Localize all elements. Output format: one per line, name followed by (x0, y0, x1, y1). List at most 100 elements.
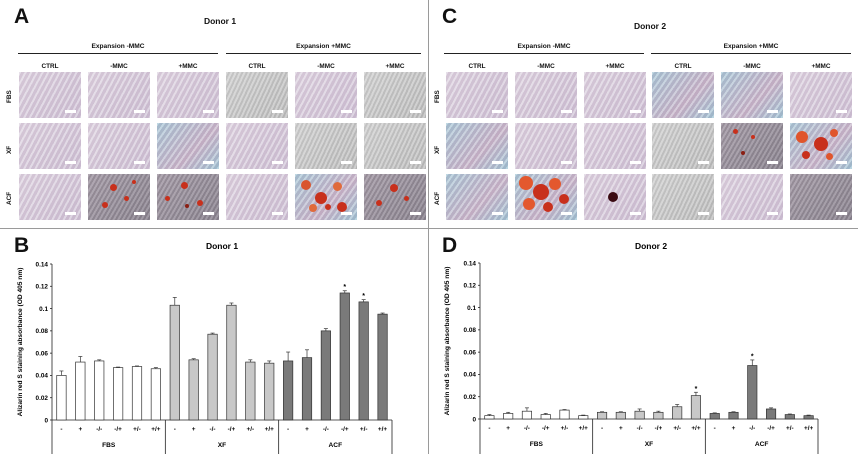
mineral-nodule (124, 196, 129, 201)
panel-letter-d: D (442, 234, 458, 257)
scale-bar (134, 110, 145, 113)
mineral-nodule (830, 129, 838, 137)
donor2-row-label-xf: XF (434, 145, 441, 154)
x-category-label: - (287, 426, 289, 433)
x-category-label: +/- (133, 426, 141, 433)
donor2-micrograph-fbs-5 (790, 72, 852, 118)
donor1-micrograph-fbs-4 (295, 72, 357, 118)
donor2-micrograph-xf-3 (652, 123, 714, 169)
x-category-label: -/+ (542, 425, 550, 432)
donor2-micrograph-fbs-3 (652, 72, 714, 118)
mineral-nodule (533, 184, 549, 200)
bar (728, 411, 739, 420)
mineral-nodule (814, 137, 828, 151)
bar (188, 359, 199, 421)
mineral-nodule (796, 131, 808, 143)
donor2-column-label-5: +MMC (811, 63, 831, 70)
scale-bar (65, 161, 76, 164)
significance-marker: * (695, 386, 698, 393)
y-tick-label: 0.1 (39, 306, 48, 313)
donor1-micrograph-xf-3 (226, 123, 288, 169)
x-category-label: +/+ (378, 426, 388, 433)
panel-c-group-left: Expansion -MMC (517, 43, 571, 50)
significance-marker: * (343, 284, 346, 291)
donor1-micrograph-acf-5 (364, 174, 426, 220)
scale-bar (134, 212, 145, 215)
panel-c-group-right-line (651, 53, 851, 54)
panel-letter-b: B (14, 234, 30, 257)
donor1-micrograph-xf-5 (364, 123, 426, 169)
scale-bar (492, 212, 503, 215)
y-tick-label: 0 (44, 417, 48, 424)
donor1-micrograph-acf-2 (157, 174, 219, 220)
scale-bar (65, 212, 76, 215)
donor2-micrograph-acf-5 (790, 174, 852, 220)
donor2-micrograph-fbs-4 (721, 72, 783, 118)
donor2-row-label-acf: ACF (434, 191, 441, 205)
panel-a-group-left: Expansion -MMC (91, 43, 145, 50)
bar-chart-donor-1: Donor 1 Alizarin red S staining absorbanc… (17, 241, 393, 454)
scale-bar (630, 161, 641, 164)
bar (803, 415, 814, 420)
bar (615, 411, 626, 420)
x-category-label: +/+ (579, 425, 589, 432)
donor1-micrograph-acf-1 (88, 174, 150, 220)
bar (747, 365, 758, 420)
bar (521, 410, 532, 420)
panel-c-title: Donor 2 (633, 21, 667, 31)
mineral-nodule (543, 202, 553, 212)
bar (484, 415, 495, 420)
mineral-nodule (376, 200, 382, 206)
bar (784, 414, 795, 420)
mineral-nodule (132, 180, 136, 184)
x-category-label: +/- (786, 425, 794, 432)
x-category-label: + (305, 426, 309, 433)
scale-bar (561, 110, 572, 113)
bar (113, 367, 124, 421)
vertical-panel-divider (428, 0, 429, 454)
donor2-micrograph-acf-1 (515, 174, 577, 220)
x-category-label: - (174, 426, 176, 433)
donor1-micrograph-fbs-3 (226, 72, 288, 118)
mineral-nodule (315, 192, 327, 204)
bar (283, 360, 294, 421)
panel-a-group-right-line (226, 53, 421, 54)
mineral-nodule (102, 202, 108, 208)
donor1-row-label-fbs: FBS (6, 90, 13, 103)
x-category-label: -/- (749, 425, 755, 432)
mineral-nodule (519, 176, 533, 190)
x-category-label: - (488, 425, 490, 432)
x-category-label: + (192, 426, 196, 433)
donor1-column-label-0: CTRL (41, 63, 59, 70)
x-group-label: ACF (755, 441, 769, 448)
donor1-row-label-xf: XF (6, 145, 13, 154)
donor2-micrograph-fbs-0 (446, 72, 508, 118)
y-tick-label: 0.08 (36, 328, 49, 335)
y-axis-label: Alizarin red S staining absorbance (OD 4… (444, 267, 451, 416)
x-category-label: -/- (96, 426, 102, 433)
x-group-label: ACF (329, 442, 343, 449)
x-category-label: +/- (673, 425, 681, 432)
donor1-column-label-3: CTRL (248, 63, 266, 70)
mineral-nodule (309, 204, 317, 212)
x-category-label: - (60, 426, 62, 433)
donor2-micrograph-xf-4 (721, 123, 783, 169)
bar (559, 409, 570, 420)
donor2-micrograph-acf-0 (446, 174, 508, 220)
bar (540, 414, 551, 420)
scale-bar (341, 161, 352, 164)
mineral-nodule (549, 178, 561, 190)
x-category-label: + (619, 425, 623, 432)
scale-bar (630, 212, 641, 215)
donor2-column-label-2: +MMC (605, 63, 625, 70)
donor2-micrograph-xf-1 (515, 123, 577, 169)
scale-bar (203, 212, 214, 215)
scale-bar (698, 212, 709, 215)
mineral-nodule (333, 182, 342, 191)
x-group-label: FBS (530, 441, 544, 448)
scale-bar (630, 110, 641, 113)
x-group-label: FBS (102, 442, 116, 449)
scale-bar (767, 110, 778, 113)
donor2-micrograph-xf-5 (790, 123, 852, 169)
y-tick-label: 0.04 (464, 372, 477, 379)
